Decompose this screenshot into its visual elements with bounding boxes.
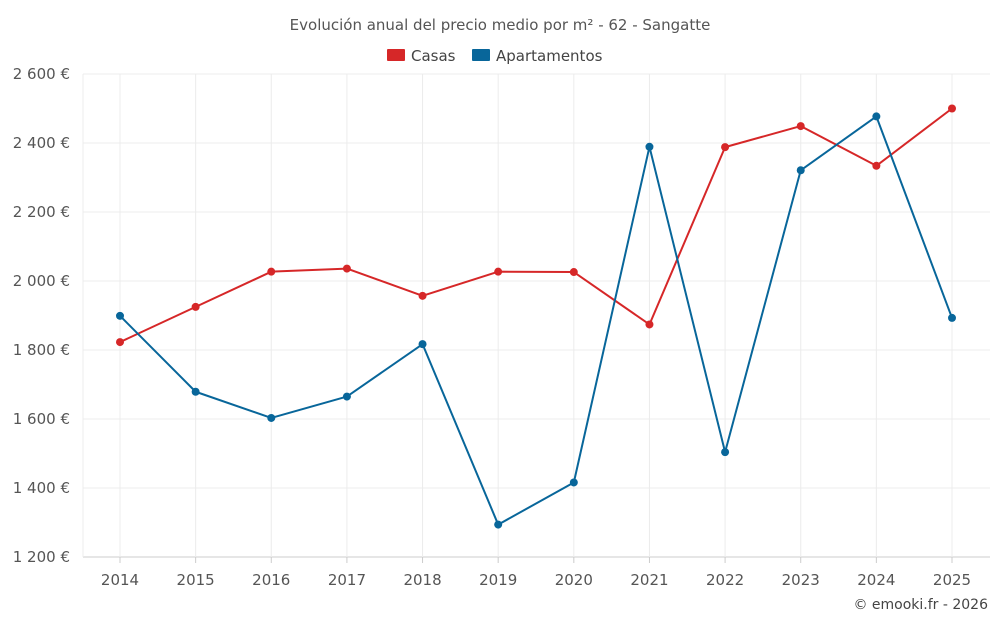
y-tick-label: 1 200 € (13, 548, 70, 566)
legend-label-casas: Casas (411, 47, 456, 65)
x-tick-label: 2022 (706, 571, 744, 589)
x-tick-label: 2019 (479, 571, 517, 589)
series-line-apartamentos (119, 115, 953, 526)
credit-text: © emooki.fr - 2026 (853, 597, 988, 613)
data-point-apartamentos[interactable] (494, 520, 503, 529)
x-tick-label: 2024 (857, 571, 895, 589)
data-point-apartamentos[interactable] (872, 112, 881, 121)
axes: 1 200 € 1 400 € 1 600 € 1 800 € 2 000 € 2 200… (13, 65, 971, 589)
data-point-apartamentos[interactable] (116, 311, 124, 320)
y-tick-label: 1 600 € (13, 410, 70, 428)
series-apartamentos (116, 112, 956, 529)
legend: Casas Apartamentos (387, 47, 603, 65)
x-tick-label: 2014 (101, 571, 139, 589)
y-tick-label: 1 400 € (13, 479, 70, 497)
grid (83, 73, 990, 558)
series-layer (116, 104, 956, 529)
x-tick-label: 2018 (403, 571, 441, 589)
legend-label-apartamentos: Apartamentos (496, 47, 603, 65)
series-line-casas (119, 107, 953, 343)
y-tick-label: 2 600 € (13, 65, 70, 83)
data-point-casas[interactable] (267, 267, 276, 276)
data-point-casas[interactable] (948, 104, 956, 113)
legend-item-casas[interactable]: Casas (387, 47, 456, 65)
data-point-casas[interactable] (645, 320, 654, 329)
x-tick-label: 2020 (555, 571, 593, 589)
data-point-apartamentos[interactable] (267, 413, 276, 422)
data-point-apartamentos[interactable] (342, 392, 351, 401)
data-point-casas[interactable] (796, 122, 805, 131)
data-point-apartamentos[interactable] (721, 448, 730, 457)
data-point-casas[interactable] (418, 291, 427, 300)
data-point-apartamentos[interactable] (645, 142, 654, 151)
y-tick-label: 2 000 € (13, 272, 70, 290)
x-tick-label: 2025 (933, 571, 971, 589)
legend-item-apartamentos[interactable]: Apartamentos (472, 47, 603, 65)
data-point-casas[interactable] (569, 268, 578, 277)
data-point-apartamentos[interactable] (191, 387, 200, 396)
data-point-casas[interactable] (116, 338, 124, 347)
data-point-casas[interactable] (872, 161, 881, 170)
x-tick-label: 2017 (328, 571, 366, 589)
y-tick-label: 2 200 € (13, 203, 70, 221)
chart-title: Evolución anual del precio medio por m² … (290, 16, 711, 34)
legend-swatch-casas (387, 49, 405, 61)
x-tick-label: 2016 (252, 571, 290, 589)
data-point-apartamentos[interactable] (418, 340, 427, 349)
data-point-apartamentos[interactable] (569, 478, 578, 487)
data-point-casas[interactable] (191, 302, 200, 311)
data-point-casas[interactable] (721, 143, 730, 152)
data-point-casas[interactable] (494, 267, 503, 276)
x-tick-label: 2023 (782, 571, 820, 589)
legend-swatch-apartamentos (472, 49, 490, 61)
series-casas (116, 104, 956, 347)
data-point-casas[interactable] (342, 264, 351, 273)
x-tick-label: 2021 (630, 571, 668, 589)
x-tick-label: 2015 (177, 571, 215, 589)
y-tick-label: 1 800 € (13, 341, 70, 359)
data-point-apartamentos[interactable] (948, 313, 956, 322)
data-point-apartamentos[interactable] (796, 166, 805, 175)
y-tick-label: 2 400 € (13, 134, 70, 152)
